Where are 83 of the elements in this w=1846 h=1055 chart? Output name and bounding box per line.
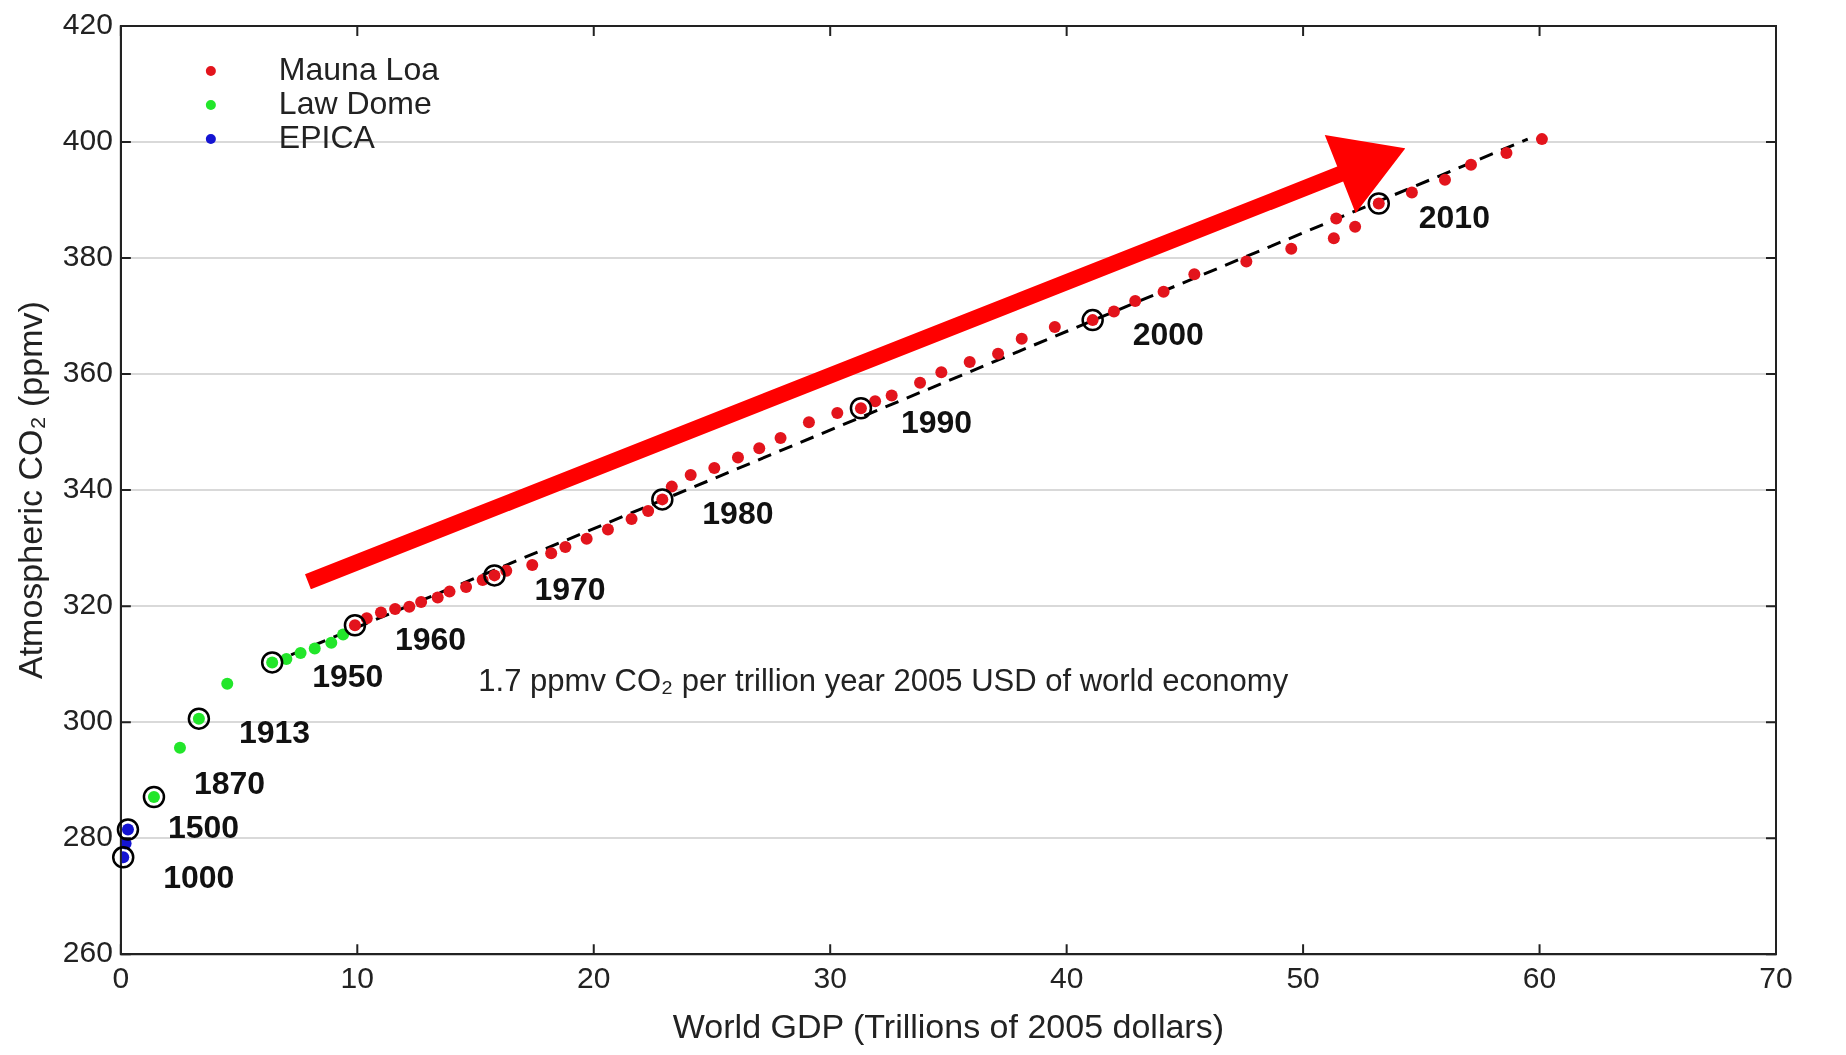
point: [1464, 158, 1477, 171]
point: [831, 406, 844, 419]
point: [963, 355, 976, 368]
y-tick-label: 320: [62, 587, 113, 621]
point: [753, 442, 766, 455]
x-tick-label: 70: [1759, 961, 1793, 995]
point: [1535, 133, 1548, 146]
legend-label: Law Dome: [278, 84, 432, 121]
point: [665, 480, 678, 493]
point: [1330, 212, 1343, 225]
point: [1327, 232, 1340, 245]
point: [1129, 294, 1142, 307]
x-tick-label: 40: [1049, 961, 1084, 995]
point: [802, 416, 815, 429]
y-tick-label: 340: [62, 471, 113, 505]
point: [1015, 332, 1028, 345]
point: [1240, 255, 1253, 268]
annotation: 2010: [1418, 199, 1490, 236]
point: [403, 600, 416, 613]
annotation: 1970: [534, 571, 606, 608]
y-axis-title: Atmospheric CO₂ (ppmv): [10, 301, 49, 680]
x-tick-label: 20: [577, 961, 611, 995]
x-tick-label: 30: [813, 961, 847, 995]
point: [294, 647, 307, 660]
point: [1349, 220, 1362, 233]
point: [774, 431, 787, 444]
point: [684, 469, 697, 482]
point: [221, 677, 234, 690]
x-tick-label: 0: [112, 961, 130, 995]
annotation: 1980: [702, 495, 774, 532]
annotation: 1950: [312, 658, 384, 695]
annotation: 1990: [900, 404, 973, 441]
point: [443, 585, 456, 598]
point: [601, 523, 614, 536]
y-tick-label: 280: [62, 819, 113, 853]
point: [935, 366, 948, 379]
x-tick-label: 10: [340, 961, 374, 995]
point: [1438, 173, 1451, 186]
point: [1500, 147, 1513, 160]
annotation: 1.7 ppmv CO₂ per trillion year 2005 USD of world economy: [478, 662, 1289, 698]
annotation: 2000: [1132, 315, 1204, 352]
point: [374, 606, 387, 619]
y-tick-label: 300: [62, 703, 113, 737]
y-tick-label: 260: [62, 935, 113, 969]
point: [526, 558, 539, 571]
point: [580, 532, 593, 545]
point: [642, 504, 655, 517]
point: [559, 540, 572, 553]
annotation: 1000: [163, 859, 235, 896]
point: [389, 603, 402, 616]
legend-label: Mauna Loa: [278, 50, 440, 87]
point: [914, 376, 927, 389]
point: [708, 462, 721, 475]
annotation: 1870: [193, 764, 266, 801]
point: [1048, 321, 1061, 334]
point: [1107, 305, 1120, 318]
point: [1188, 268, 1201, 281]
point: [308, 642, 321, 655]
y-tick-label: 360: [62, 355, 113, 389]
point: [731, 451, 744, 464]
point: [1405, 186, 1418, 199]
y-tick-label: 420: [62, 7, 113, 41]
x-tick-label: 60: [1522, 961, 1557, 995]
annotation: 1500: [167, 809, 240, 846]
y-tick-label: 400: [62, 123, 113, 157]
y-tick-label: 380: [62, 239, 113, 273]
point: [325, 636, 338, 649]
point: [625, 513, 638, 526]
point: [173, 741, 186, 754]
point: [431, 591, 444, 604]
point: [869, 395, 882, 408]
legend-label: EPICA: [278, 118, 376, 155]
point: [1157, 285, 1170, 298]
point: [1285, 242, 1298, 255]
annotation: 1913: [238, 714, 311, 751]
annotation: 1960: [394, 621, 467, 658]
x-tick-label: 50: [1286, 961, 1320, 995]
point: [415, 596, 428, 609]
point: [885, 389, 898, 402]
point: [545, 547, 558, 560]
point: [460, 580, 473, 593]
point: [992, 347, 1005, 360]
x-axis-title: World GDP (Trillions of 2005 dollars): [672, 1006, 1224, 1045]
